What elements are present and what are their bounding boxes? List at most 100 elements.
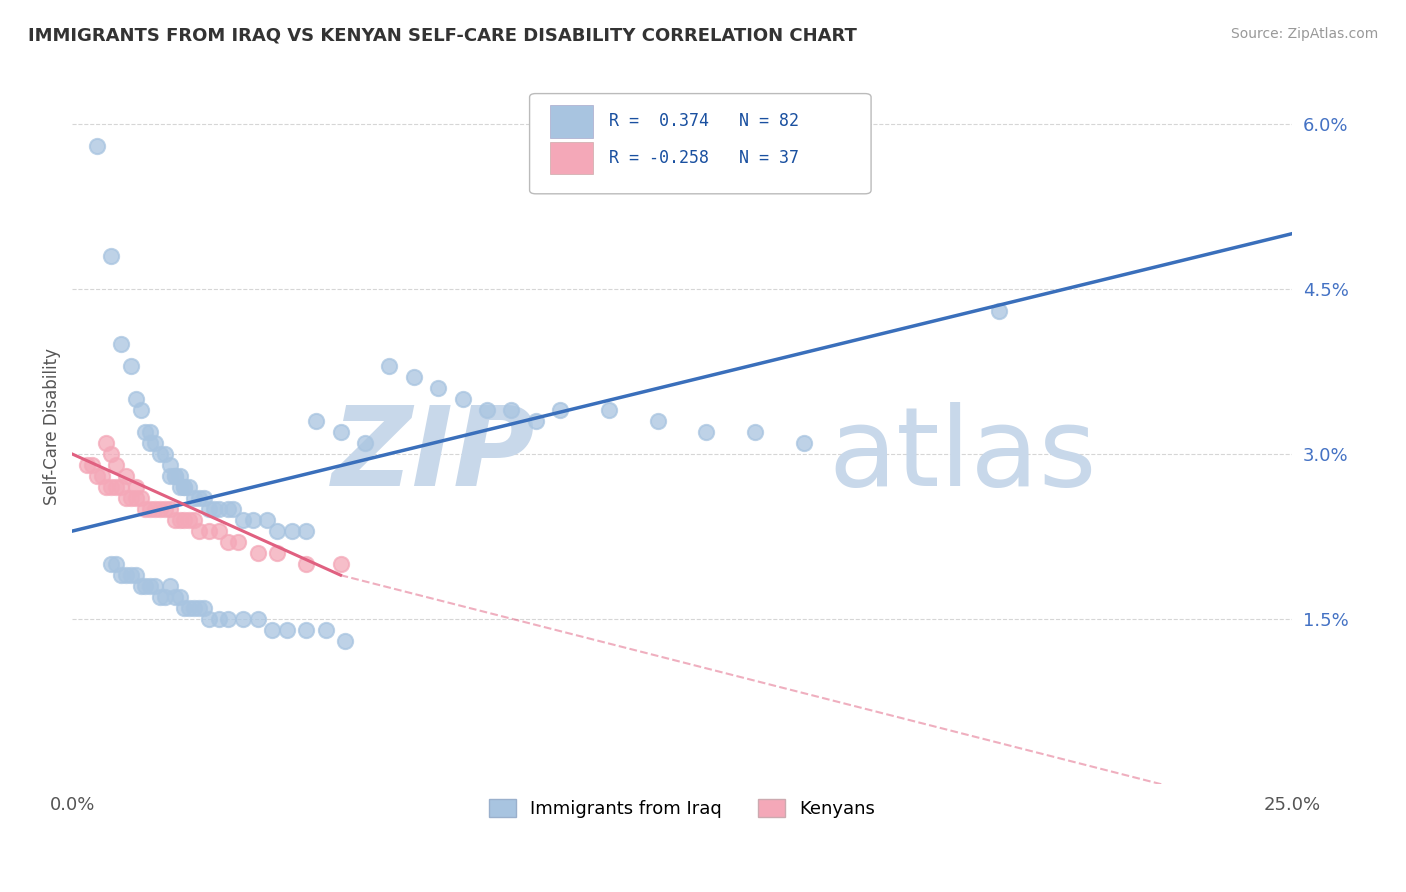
Point: [266, 546, 288, 560]
FancyBboxPatch shape: [550, 105, 593, 137]
Point: [86, 138, 108, 153]
Point: [402, 370, 425, 384]
Text: ZIP: ZIP: [332, 401, 536, 508]
Point: [159, 579, 181, 593]
Point: [695, 425, 717, 439]
Point: [256, 513, 278, 527]
Point: [110, 337, 132, 351]
Point: [329, 557, 352, 571]
Point: [329, 425, 352, 439]
Point: [163, 590, 186, 604]
Point: [76, 458, 98, 472]
Point: [475, 403, 498, 417]
Point: [129, 579, 152, 593]
Point: [120, 359, 142, 373]
Point: [139, 425, 162, 439]
Point: [246, 612, 269, 626]
Point: [96, 436, 118, 450]
Point: [124, 568, 146, 582]
FancyBboxPatch shape: [530, 94, 872, 194]
Point: [100, 249, 122, 263]
FancyBboxPatch shape: [550, 142, 593, 174]
Point: [149, 447, 172, 461]
Point: [217, 502, 239, 516]
Point: [90, 469, 112, 483]
Point: [129, 491, 152, 505]
Point: [105, 557, 128, 571]
Point: [153, 590, 176, 604]
Point: [988, 303, 1011, 318]
Point: [232, 513, 254, 527]
Point: [143, 579, 166, 593]
Point: [744, 425, 766, 439]
Point: [139, 502, 162, 516]
Point: [354, 436, 377, 450]
Point: [179, 480, 201, 494]
Point: [232, 612, 254, 626]
Point: [793, 436, 815, 450]
Point: [143, 436, 166, 450]
Point: [315, 624, 337, 638]
Point: [173, 513, 195, 527]
Point: [193, 491, 215, 505]
Point: [198, 502, 221, 516]
Point: [281, 524, 304, 538]
Point: [188, 524, 211, 538]
Point: [207, 612, 229, 626]
Point: [153, 502, 176, 516]
Point: [188, 601, 211, 615]
Point: [501, 403, 523, 417]
Text: Source: ZipAtlas.com: Source: ZipAtlas.com: [1230, 27, 1378, 41]
Point: [524, 414, 547, 428]
Point: [134, 579, 156, 593]
Point: [207, 502, 229, 516]
Point: [120, 568, 142, 582]
Point: [548, 403, 571, 417]
Point: [647, 414, 669, 428]
Text: R = -0.258   N = 37: R = -0.258 N = 37: [609, 149, 799, 167]
Point: [242, 513, 264, 527]
Point: [207, 524, 229, 538]
Point: [163, 513, 186, 527]
Point: [124, 480, 146, 494]
Point: [378, 359, 401, 373]
Point: [179, 601, 201, 615]
Point: [134, 502, 156, 516]
Point: [198, 524, 221, 538]
Point: [169, 513, 191, 527]
Text: IMMIGRANTS FROM IRAQ VS KENYAN SELF-CARE DISABILITY CORRELATION CHART: IMMIGRANTS FROM IRAQ VS KENYAN SELF-CARE…: [28, 27, 858, 45]
Point: [202, 502, 225, 516]
Point: [246, 546, 269, 560]
Point: [173, 480, 195, 494]
Point: [173, 601, 195, 615]
Point: [105, 458, 128, 472]
Point: [276, 624, 298, 638]
Text: R =  0.374   N = 82: R = 0.374 N = 82: [609, 112, 799, 130]
Point: [124, 392, 146, 406]
Point: [149, 590, 172, 604]
Point: [183, 491, 205, 505]
Y-axis label: Self-Care Disability: Self-Care Disability: [44, 348, 60, 505]
Point: [451, 392, 474, 406]
Point: [153, 447, 176, 461]
Point: [179, 513, 201, 527]
Point: [100, 480, 122, 494]
Point: [159, 469, 181, 483]
Point: [183, 513, 205, 527]
Point: [193, 601, 215, 615]
Point: [305, 414, 328, 428]
Point: [129, 403, 152, 417]
Point: [86, 469, 108, 483]
Point: [139, 579, 162, 593]
Point: [149, 502, 172, 516]
Point: [100, 557, 122, 571]
Point: [217, 612, 239, 626]
Point: [159, 458, 181, 472]
Point: [169, 480, 191, 494]
Point: [183, 601, 205, 615]
Point: [222, 502, 245, 516]
Point: [226, 535, 249, 549]
Point: [295, 524, 318, 538]
Point: [134, 425, 156, 439]
Point: [266, 524, 288, 538]
